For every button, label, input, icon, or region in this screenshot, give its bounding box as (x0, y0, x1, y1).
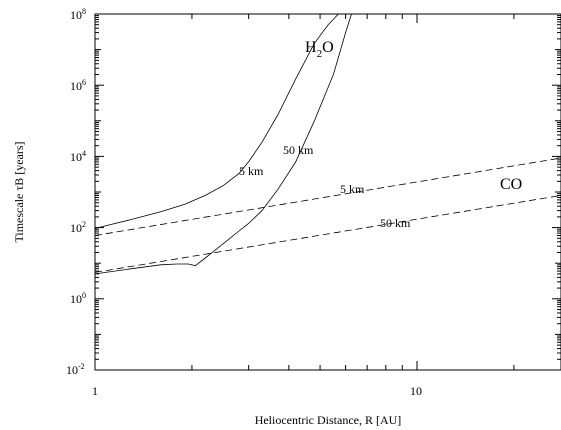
y-tick-label: 10-2 (66, 362, 85, 377)
y-tick-label: 104 (70, 149, 86, 164)
series-label: 5 km (239, 164, 264, 178)
series-label: 5 km (340, 182, 365, 196)
axis-ticks (94, 13, 561, 371)
h2o-label: H2O (305, 39, 334, 60)
series-label: 50 km (283, 143, 314, 157)
series-line (95, 14, 352, 275)
x-tick-label: 1 (92, 384, 98, 398)
series-line (95, 195, 561, 273)
co-label: CO (500, 176, 522, 193)
y-axis-title: Timescale τB [years] (12, 141, 26, 242)
series-line (95, 14, 340, 229)
series-label: 50 km (380, 216, 411, 230)
data-curves (95, 14, 561, 275)
y-tick-label: 102 (70, 220, 86, 235)
x-axis-title: Heliocentric Distance, R [AU] (255, 413, 402, 427)
series-line (95, 157, 561, 236)
x-tick-label: 10 (410, 384, 422, 398)
y-tick-label: 100 (70, 291, 86, 306)
plot-frame (94, 13, 561, 371)
y-tick-labels: 10-2 100 102 104 106 108 (66, 7, 86, 377)
x-tick-labels: 1 10 (92, 384, 422, 398)
y-tick-label: 108 (70, 7, 86, 22)
y-tick-label: 106 (70, 78, 86, 93)
